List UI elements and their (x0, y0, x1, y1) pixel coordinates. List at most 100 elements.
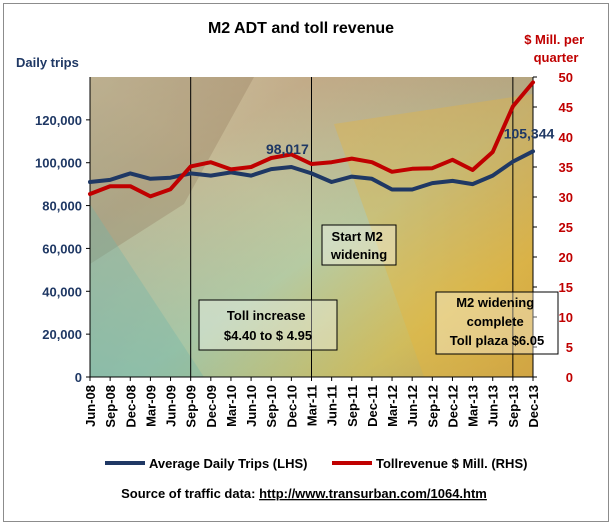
data-point (128, 184, 132, 188)
data-point (410, 167, 414, 171)
y-tick-right-label: 40 (559, 130, 573, 145)
legend-label-adt: Average Daily Trips (LHS) (149, 456, 307, 471)
data-point (471, 182, 475, 186)
x-tick-label: Dec-13 (526, 385, 541, 428)
data-point (189, 164, 193, 168)
annotation-widening-complete: M2 widening complete Toll plaza $6.05 (435, 291, 559, 355)
y-tick-left-label: 60,000 (42, 241, 82, 256)
svg-text:Toll increase $4.40 to $: Toll increase $4.40 to $ 4.95 (224, 308, 312, 343)
x-tick-label: Jun-12 (405, 385, 420, 427)
y-tick-right-label: 35 (559, 160, 573, 175)
data-point (148, 194, 152, 198)
data-point (189, 171, 193, 175)
x-tick-label: Dec-10 (284, 385, 299, 428)
data-point (310, 171, 313, 175)
data-point (450, 158, 454, 162)
x-tick-label: Mar-10 (224, 385, 239, 427)
annotation-toll-increase-line-1: Toll increase (227, 308, 306, 323)
data-point (269, 167, 273, 171)
data-point (511, 104, 515, 108)
data-point (430, 181, 434, 185)
x-tick-label: Dec-12 (445, 385, 460, 428)
y-tick-right-label: 30 (559, 190, 573, 205)
annotation-start-widening-line-2: widening (330, 247, 387, 262)
data-point (269, 156, 273, 160)
x-tick-label: Jun-09 (164, 385, 179, 427)
y-axis-right-label: $ Mill. per quarter (524, 32, 588, 65)
data-point (531, 149, 535, 153)
y-tick-right-label: 0 (566, 370, 573, 385)
y-tick-left-label: 40,000 (42, 284, 82, 299)
data-point (148, 177, 152, 181)
x-tick-label: Sep-11 (345, 385, 360, 427)
y-tick-left-label: 100,000 (35, 156, 82, 171)
data-point (471, 168, 475, 172)
legend: Average Daily Trips (LHS) Tollrevenue $ … (105, 456, 527, 471)
chart-title: M2 ADT and toll revenue (208, 20, 394, 37)
x-tick-label: Sep-09 (184, 385, 199, 428)
svg-text:Start M2 widening: Start M2 widening (330, 229, 387, 262)
data-point (370, 160, 374, 164)
data-point (249, 174, 253, 178)
chart-svg: M2 ADT and toll revenue Daily trips $ Mi… (16, 20, 588, 501)
data-point (169, 187, 173, 191)
x-tick-label: Mar-12 (385, 385, 400, 427)
data-point (491, 174, 495, 178)
legend-label-revenue: Tollrevenue $ Mill. (RHS) (376, 456, 527, 471)
y-tick-right-label: 45 (559, 100, 573, 115)
event-lines (190, 77, 514, 377)
y-tick-left-label: 0 (75, 370, 82, 385)
y-ticks-right: 0 5 10 15 20 25 30 35 40 45 50 (533, 70, 573, 385)
x-tick-label: Mar-09 (143, 385, 158, 427)
data-point (108, 178, 112, 182)
x-tick-label: Dec-09 (204, 385, 219, 428)
data-point (390, 170, 394, 174)
svg-text:M2 widening complete: M2 widening complete Toll plaza $6.05 (450, 295, 544, 348)
source-label: Source of traffic data: (121, 486, 259, 501)
y-tick-right-label: 25 (559, 220, 573, 235)
data-point (88, 192, 92, 196)
data-label: 105,344 (504, 125, 555, 141)
x-tick-label: Sep-12 (425, 385, 440, 428)
data-point (330, 160, 334, 164)
data-point (370, 177, 374, 181)
x-tick-label: Sep-08 (103, 385, 118, 428)
data-point (450, 179, 454, 183)
y-ticks-left: 0 20,000 40,000 60,000 80,000 100,000 120,000 (35, 113, 90, 385)
x-tick-label: Mar-13 (466, 385, 481, 427)
annotation-toll-increase: Toll increase $4.40 to $ 4.95 (198, 299, 338, 351)
data-point (410, 188, 414, 191)
data-label: 98,017 (266, 141, 309, 157)
y-axis-left-label: Daily trips (16, 55, 79, 70)
data-point (229, 170, 233, 174)
annotation-widening-complete-line-2: complete (467, 314, 524, 329)
data-point (350, 157, 354, 161)
y-tick-right-label: 20 (559, 250, 573, 265)
data-point (289, 165, 293, 169)
data-point (108, 184, 112, 188)
x-ticks: Jun-08 Sep-08 Dec-08 Mar-09 Jun-09 Sep-09 Dec-… (83, 377, 541, 428)
data-point (169, 176, 173, 180)
data-point (491, 150, 495, 154)
annotation-widening-complete-line-1: M2 widening (456, 295, 534, 310)
data-point (390, 188, 394, 191)
y-tick-left-label: 120,000 (35, 113, 82, 128)
data-point (430, 166, 434, 170)
y-tick-right-label: 50 (559, 70, 573, 85)
x-tick-label: Sep-13 (506, 385, 521, 428)
y-tick-left-label: 80,000 (42, 199, 82, 214)
source-link[interactable]: http://www.transurban.com/1064.htm (259, 486, 487, 501)
data-point (88, 180, 92, 184)
y-tick-right-label: 15 (559, 280, 573, 295)
data-point (128, 171, 132, 175)
x-tick-label: Jun-13 (486, 385, 501, 427)
y-tick-right-label: 5 (566, 340, 573, 355)
x-tick-label: Dec-11 (365, 385, 380, 427)
data-point (289, 152, 293, 156)
data-point (209, 160, 213, 164)
annotation-toll-increase-line-2: $4.40 to $ 4.95 (224, 328, 312, 343)
x-tick-label: Dec-08 (123, 385, 138, 428)
data-point (229, 167, 233, 171)
y-tick-left-label: 20,000 (42, 327, 82, 342)
x-tick-label: Jun-10 (244, 385, 259, 427)
